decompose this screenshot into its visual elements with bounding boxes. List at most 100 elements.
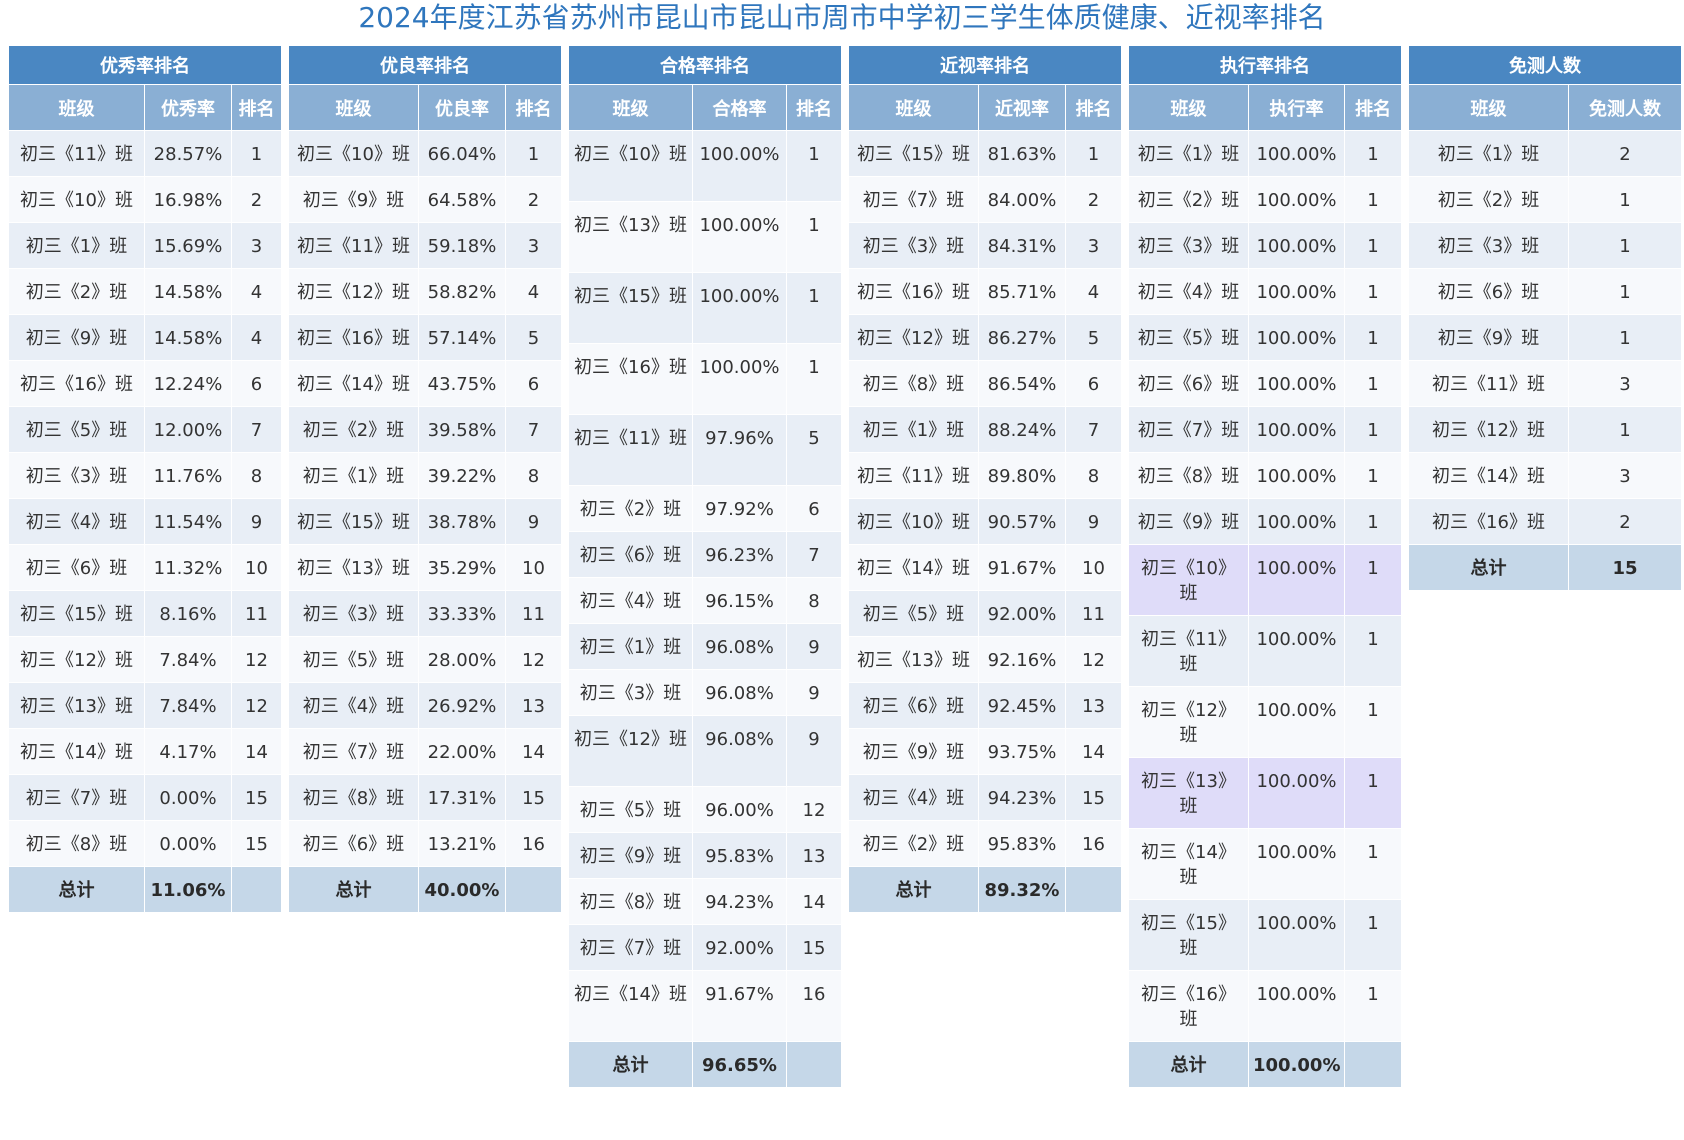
total-label: 总计 <box>1408 544 1569 591</box>
value-cell: 100.00% <box>1248 899 1345 971</box>
table-row: 初三《4》班 11.54% 9 <box>8 498 283 545</box>
value-cell: 11.54% <box>144 498 232 545</box>
table-row: 初三《10》班 100.00% 1 <box>568 130 843 202</box>
table-row: 初三《12》班 86.27% 5 <box>848 314 1123 361</box>
value-cell: 95.83% <box>692 832 787 879</box>
table-row: 初三《1》班 2 <box>1408 130 1682 177</box>
class-cell: 初三《3》班 <box>8 452 145 499</box>
table-row: 初三《15》班 100.00% 1 <box>568 272 843 344</box>
value-cell: 93.75% <box>978 728 1066 775</box>
column-header: 排名 <box>1343 84 1403 131</box>
value-cell: 90.57% <box>978 498 1066 545</box>
table-row: 初三《16》班 57.14% 5 <box>288 314 563 361</box>
rank-cell: 1 <box>1343 406 1403 453</box>
rank-cell: 1 <box>1343 314 1403 361</box>
total-value <box>785 1041 843 1088</box>
value-cell: 1 <box>1568 268 1682 315</box>
table-row: 初三《7》班 22.00% 14 <box>288 728 563 775</box>
value-cell: 35.29% <box>418 544 506 591</box>
rank-cell: 1 <box>1343 452 1403 499</box>
rank-cell: 11 <box>1064 590 1123 637</box>
column-header: 排名 <box>785 84 843 131</box>
rank-cell: 2 <box>230 176 283 223</box>
table-row: 初三《11》班 3 <box>1408 360 1682 407</box>
table-row: 初三《11》班 28.57% 1 <box>8 130 283 177</box>
class-cell: 初三《5》班 <box>1128 314 1249 361</box>
value-cell: 100.00% <box>1248 498 1345 545</box>
class-cell: 初三《1》班 <box>288 452 419 499</box>
table-row: 初三《6》班 96.23% 7 <box>568 531 843 578</box>
table-row: 初三《6》班 1 <box>1408 268 1682 315</box>
rank-cell: 3 <box>504 222 563 269</box>
value-cell: 96.08% <box>692 715 787 787</box>
table-row: 初三《5》班 96.00% 12 <box>568 786 843 833</box>
class-cell: 初三《12》班 <box>1408 406 1569 453</box>
table-row: 初三《1》班 88.24% 7 <box>848 406 1123 453</box>
class-cell: 初三《15》班 <box>8 590 145 637</box>
table-row: 初三《6》班 100.00% 1 <box>1128 360 1403 407</box>
rank-cell: 13 <box>1064 682 1123 729</box>
rank-cell: 4 <box>230 314 283 361</box>
class-cell: 初三《16》班 <box>568 343 693 415</box>
table-row: 初三《11》班 89.80% 8 <box>848 452 1123 499</box>
table-row: 初三《16》班 100.00% 1 <box>568 343 843 415</box>
value-cell: 22.00% <box>418 728 506 775</box>
rank-cell: 4 <box>230 268 283 315</box>
value-cell: 39.22% <box>418 452 506 499</box>
value-cell: 100.00% <box>1248 686 1345 758</box>
class-cell: 初三《15》班 <box>288 498 419 545</box>
ranking-table: 优良率排名 班级 优良率 排名 初三《10》班 66.04% 1 初三《9》班 64.58% 2 初… <box>287 45 563 913</box>
value-cell: 92.45% <box>978 682 1066 729</box>
class-cell: 初三《16》班 <box>1128 970 1249 1042</box>
class-cell: 初三《13》班 <box>568 201 693 273</box>
table-row: 初三《13》班 100.00% 1 <box>1128 757 1403 829</box>
table-row: 初三《5》班 92.00% 11 <box>848 590 1123 637</box>
class-cell: 初三《12》班 <box>848 314 979 361</box>
column-header: 优良率 <box>418 84 506 131</box>
column-header: 合格率 <box>692 84 787 131</box>
total-row: 总计 96.65% <box>568 1041 843 1088</box>
rank-cell: 1 <box>1343 130 1403 177</box>
class-cell: 初三《3》班 <box>288 590 419 637</box>
table-row: 初三《3》班 33.33% 11 <box>288 590 563 637</box>
rank-cell: 9 <box>785 669 843 716</box>
class-cell: 初三《11》班 <box>568 414 693 486</box>
column-header: 近视率 <box>978 84 1066 131</box>
total-value <box>1343 1041 1403 1088</box>
value-cell: 1 <box>1568 176 1682 223</box>
table-row: 初三《10》班 66.04% 1 <box>288 130 563 177</box>
table-title: 执行率排名 <box>1127 45 1403 85</box>
column-header: 班级 <box>1408 84 1569 131</box>
class-cell: 初三《14》班 <box>1408 452 1569 499</box>
pass-rate-ranking-table: 合格率排名 班级 合格率 排名 初三《10》班 100.00% 1 初三《13》班 100.00… <box>567 45 843 1088</box>
class-cell: 初三《15》班 <box>1128 899 1249 971</box>
value-cell: 4.17% <box>144 728 232 775</box>
value-cell: 86.54% <box>978 360 1066 407</box>
class-cell: 初三《8》班 <box>288 774 419 821</box>
table-row: 初三《14》班 3 <box>1408 452 1682 499</box>
class-cell: 初三《2》班 <box>848 820 979 867</box>
value-cell: 2 <box>1568 130 1682 177</box>
rank-cell: 1 <box>1343 544 1403 616</box>
value-cell: 28.00% <box>418 636 506 683</box>
table-row: 初三《13》班 7.84% 12 <box>8 682 283 729</box>
class-cell: 初三《9》班 <box>1128 498 1249 545</box>
table-row: 初三《13》班 35.29% 10 <box>288 544 563 591</box>
table-row: 初三《1》班 39.22% 8 <box>288 452 563 499</box>
table-row: 初三《15》班 100.00% 1 <box>1128 899 1403 971</box>
class-cell: 初三《2》班 <box>288 406 419 453</box>
value-cell: 100.00% <box>1248 757 1345 829</box>
class-cell: 初三《6》班 <box>1408 268 1569 315</box>
rank-cell: 4 <box>504 268 563 315</box>
value-cell: 100.00% <box>692 272 787 344</box>
rank-cell: 12 <box>1064 636 1123 683</box>
table-row: 初三《14》班 100.00% 1 <box>1128 828 1403 900</box>
table-row: 初三《9》班 93.75% 14 <box>848 728 1123 775</box>
class-cell: 初三《3》班 <box>1408 222 1569 269</box>
class-cell: 初三《2》班 <box>1128 176 1249 223</box>
class-cell: 初三《12》班 <box>1128 686 1249 758</box>
table-row: 初三《1》班 100.00% 1 <box>1128 130 1403 177</box>
value-cell: 96.00% <box>692 786 787 833</box>
total-row: 总计 15 <box>1408 544 1682 591</box>
rank-cell: 14 <box>785 878 843 925</box>
